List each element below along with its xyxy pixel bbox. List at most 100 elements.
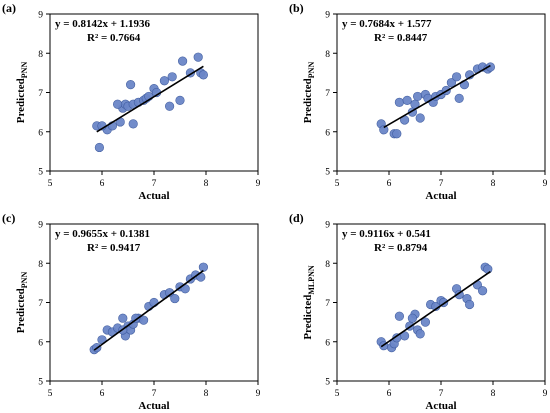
y-tick-label: 5 <box>325 378 330 388</box>
y-tick-label: 8 <box>325 260 330 270</box>
data-point <box>198 70 208 80</box>
data-point <box>485 62 496 72</box>
data-point <box>402 95 412 105</box>
data-point <box>392 333 402 343</box>
regression-equation: y = 0.8142x + 1.1936 <box>55 18 151 30</box>
y-tick-label: 9 <box>38 11 43 21</box>
x-tick-label: 6 <box>100 389 105 399</box>
data-point <box>407 313 418 323</box>
data-point <box>167 72 177 82</box>
x-tick-label: 8 <box>204 389 209 399</box>
scatter-panel: 5 6 7 8 9 5 6 7 8 9 y = 0.7684x + 1.577 R² = 0.8447… <box>289 1 548 202</box>
data-point <box>193 52 203 62</box>
y-tick-label: 7 <box>38 89 43 99</box>
data-point <box>452 72 462 82</box>
scatter-panel: 5 6 7 8 9 5 6 7 8 9 y = 0.9116x + 0.541 R² = 0.8794… <box>289 211 548 412</box>
y-tick-label: 5 <box>38 168 43 178</box>
data-point <box>394 311 405 321</box>
r-squared-label: R² = 0.9417 <box>87 242 141 254</box>
y-axis-title: PredictedPNN <box>302 62 316 124</box>
data-point <box>415 113 425 123</box>
x-tick-label: 8 <box>491 179 496 189</box>
y-tick-label: 7 <box>325 299 330 309</box>
data-point <box>131 313 141 323</box>
x-tick-label: 7 <box>152 179 157 189</box>
y-tick-label: 8 <box>38 260 43 270</box>
y-axis-title-subscript: PNN <box>307 62 316 79</box>
x-tick-label: 9 <box>543 389 548 399</box>
data-point <box>126 80 136 90</box>
data-point <box>454 93 464 103</box>
y-axis-title-subscript: PNN <box>20 272 29 289</box>
y-axis-title-main: Predicted <box>15 288 27 333</box>
x-tick-label: 7 <box>439 179 444 189</box>
data-point <box>394 97 405 107</box>
data-point <box>446 78 457 88</box>
y-tick-label: 6 <box>38 338 43 348</box>
panel-label: (c) <box>2 211 15 225</box>
x-axis-title: Actual <box>425 190 456 202</box>
x-tick-label: 6 <box>100 179 105 189</box>
x-tick-label: 9 <box>256 179 261 189</box>
x-axis-title: Actual <box>138 190 169 202</box>
x-tick-label: 8 <box>204 179 209 189</box>
regression-equation: y = 0.9116x + 0.541 <box>342 228 431 240</box>
regression-equation: y = 0.9655x + 0.1381 <box>55 228 150 240</box>
y-axis-title-main: Predicted <box>302 295 314 340</box>
data-point <box>379 125 389 135</box>
trend-line <box>380 270 491 348</box>
y-axis-title: PredictedMLPNN <box>302 265 316 340</box>
y-axis-title-subscript: MLPNN <box>307 265 316 295</box>
x-tick-label: 7 <box>439 389 444 399</box>
scatter-panel: 5 6 7 8 9 5 6 7 8 9 y = 0.9655x + 0.1381 R² = 0.941… <box>2 211 261 412</box>
scatter-panel: 5 6 7 8 9 5 6 7 8 9 y = 0.8142x + 1.1936 R² = 0.766… <box>2 1 261 202</box>
y-axis-title: PredictedPNN <box>15 272 29 334</box>
data-point <box>178 56 188 66</box>
data-point <box>465 299 475 310</box>
data-point <box>415 329 425 339</box>
data-point <box>175 95 185 105</box>
x-tick-label: 8 <box>491 389 496 399</box>
data-point <box>478 286 488 296</box>
r-squared-label: R² = 0.8794 <box>374 242 428 254</box>
x-tick-label: 5 <box>48 389 53 399</box>
y-axis-title-subscript: PNN <box>20 62 29 79</box>
trend-line <box>383 64 491 129</box>
x-tick-label: 5 <box>48 179 53 189</box>
data-point <box>170 293 180 304</box>
y-tick-label: 5 <box>325 168 330 178</box>
x-tick-label: 6 <box>387 179 392 189</box>
data-point <box>159 76 169 86</box>
data-point <box>392 129 402 139</box>
y-tick-label: 7 <box>38 299 43 309</box>
y-tick-label: 5 <box>38 378 43 388</box>
y-tick-label: 6 <box>38 128 43 138</box>
x-tick-label: 9 <box>256 389 261 399</box>
x-axis-title: Actual <box>138 400 169 412</box>
y-tick-label: 6 <box>325 128 330 138</box>
y-tick-label: 9 <box>325 221 330 231</box>
x-tick-label: 5 <box>335 179 340 189</box>
x-tick-label: 7 <box>152 389 157 399</box>
y-tick-label: 9 <box>38 221 43 231</box>
data-point <box>128 119 138 129</box>
y-tick-label: 9 <box>325 11 330 21</box>
y-tick-label: 8 <box>38 50 43 60</box>
y-axis-title: PredictedPNN <box>15 62 29 124</box>
x-tick-label: 5 <box>335 389 340 399</box>
data-point <box>118 313 128 323</box>
data-point <box>420 317 431 327</box>
data-point <box>112 99 123 109</box>
y-tick-label: 6 <box>325 338 330 348</box>
data-point <box>413 91 423 102</box>
data-point <box>483 264 493 274</box>
panel-label: (b) <box>289 1 304 15</box>
data-point <box>94 142 104 153</box>
y-tick-label: 8 <box>325 50 330 60</box>
x-tick-label: 9 <box>543 179 548 189</box>
panel-label: (a) <box>2 1 16 15</box>
data-point <box>198 262 208 272</box>
x-axis-title: Actual <box>425 400 456 412</box>
trend-line <box>96 65 204 133</box>
